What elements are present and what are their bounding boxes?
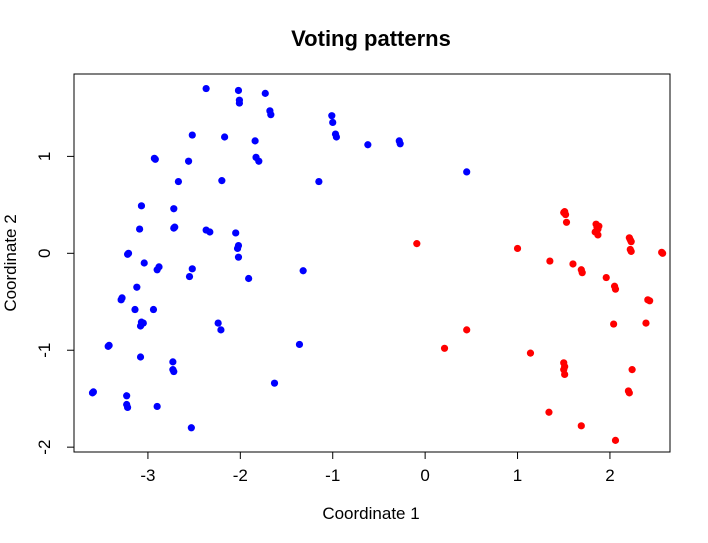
data-points bbox=[88, 84, 667, 444]
red-point bbox=[561, 210, 570, 219]
x-tick-label: 2 bbox=[605, 466, 614, 485]
red-point bbox=[627, 238, 635, 246]
x-axis-label: Coordinate 1 bbox=[322, 504, 419, 523]
blue-point bbox=[234, 253, 243, 261]
blue-point bbox=[185, 272, 194, 281]
red-point bbox=[513, 244, 522, 253]
blue-point bbox=[170, 367, 178, 376]
x-tick-label: -1 bbox=[325, 466, 340, 485]
blue-point bbox=[261, 89, 269, 97]
x-axis: -3 -2 -1 0 1 2 bbox=[140, 451, 615, 485]
red-point bbox=[440, 344, 449, 352]
blue-point bbox=[255, 157, 263, 165]
blue-point bbox=[233, 244, 242, 253]
y-tick-label: 1 bbox=[35, 152, 54, 161]
blue-point bbox=[217, 326, 225, 334]
red-point bbox=[611, 285, 620, 293]
plot-frame bbox=[73, 73, 671, 453]
blue-point bbox=[171, 223, 179, 231]
red-point bbox=[577, 422, 585, 430]
blue-point bbox=[117, 296, 125, 304]
red-point bbox=[611, 436, 620, 444]
blue-point bbox=[170, 205, 178, 213]
blue-point bbox=[463, 168, 471, 176]
chart-title: Voting patterns bbox=[291, 26, 451, 51]
blue-point bbox=[153, 402, 161, 411]
blue-point bbox=[136, 322, 145, 330]
blue-point bbox=[295, 340, 304, 349]
blue-point bbox=[270, 379, 279, 387]
blue-point bbox=[136, 225, 144, 233]
red-point bbox=[646, 297, 654, 305]
blue-point bbox=[234, 86, 243, 95]
y-tick-label: -2 bbox=[35, 440, 54, 455]
x-tick-label: 0 bbox=[420, 466, 429, 485]
blue-point bbox=[232, 229, 240, 237]
blue-point bbox=[206, 228, 214, 236]
x-tick-label: 1 bbox=[513, 466, 522, 485]
blue-point bbox=[123, 392, 131, 400]
blue-point bbox=[267, 111, 275, 119]
red-point bbox=[642, 319, 650, 327]
blue-point bbox=[123, 250, 132, 258]
red-point bbox=[561, 370, 569, 379]
blue-point bbox=[187, 424, 195, 432]
red-point bbox=[659, 249, 667, 257]
blue-point bbox=[364, 141, 372, 149]
blue-point bbox=[149, 305, 158, 314]
y-tick-label: -1 bbox=[35, 343, 54, 358]
red-point bbox=[625, 389, 633, 397]
red-point bbox=[627, 247, 635, 255]
red-point bbox=[562, 218, 571, 226]
blue-point bbox=[188, 265, 196, 273]
blue-point bbox=[174, 177, 183, 186]
red-point bbox=[594, 231, 602, 239]
red-point bbox=[628, 366, 636, 374]
blue-point bbox=[169, 358, 177, 366]
red-point bbox=[578, 269, 586, 277]
blue-point bbox=[396, 140, 404, 148]
blue-point bbox=[136, 353, 145, 361]
blue-point bbox=[245, 274, 253, 283]
y-axis: -2 -1 0 1 bbox=[35, 152, 75, 455]
blue-point bbox=[123, 403, 132, 412]
red-point bbox=[413, 240, 421, 248]
blue-point bbox=[251, 137, 259, 145]
blue-point bbox=[153, 266, 161, 274]
blue-point bbox=[235, 99, 244, 107]
blue-point bbox=[315, 177, 323, 186]
blue-point bbox=[214, 319, 222, 327]
x-tick-label: -3 bbox=[140, 466, 155, 485]
blue-point bbox=[137, 202, 146, 210]
blue-point bbox=[104, 342, 112, 350]
blue-point bbox=[151, 155, 159, 163]
red-point bbox=[545, 408, 553, 416]
red-point bbox=[602, 273, 610, 282]
blue-point bbox=[184, 157, 193, 165]
blue-point bbox=[202, 84, 210, 93]
blue-point bbox=[88, 389, 97, 397]
blue-point bbox=[188, 131, 196, 139]
red-point bbox=[610, 320, 618, 328]
blue-point bbox=[218, 177, 226, 185]
red-point bbox=[595, 222, 603, 230]
red-point bbox=[526, 349, 535, 357]
y-axis-label: Coordinate 2 bbox=[1, 214, 20, 311]
blue-point bbox=[329, 118, 337, 127]
red-point bbox=[546, 257, 554, 265]
blue-point bbox=[221, 133, 229, 141]
x-tick-label: -2 bbox=[233, 466, 248, 485]
blue-point bbox=[131, 305, 139, 314]
red-point bbox=[569, 260, 577, 268]
y-tick-label: 0 bbox=[35, 249, 54, 258]
blue-point bbox=[133, 283, 141, 291]
blue-point bbox=[140, 259, 148, 267]
red-point bbox=[463, 326, 471, 334]
blue-point bbox=[328, 112, 336, 120]
blue-point bbox=[299, 267, 307, 275]
blue-point bbox=[332, 133, 341, 141]
